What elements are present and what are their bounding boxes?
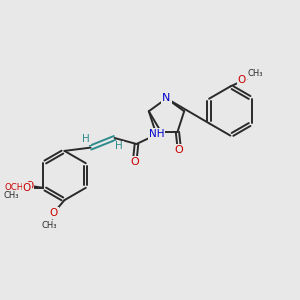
- Text: O: O: [50, 208, 58, 218]
- Text: O: O: [25, 181, 33, 191]
- Text: O: O: [130, 157, 140, 167]
- Text: CH₃: CH₃: [248, 69, 263, 78]
- Text: O: O: [22, 183, 31, 193]
- Text: CH₃: CH₃: [42, 221, 57, 230]
- Text: H: H: [82, 134, 90, 144]
- Text: OCH₃: OCH₃: [5, 183, 28, 192]
- Text: CH₃: CH₃: [4, 191, 20, 200]
- Text: O: O: [238, 75, 246, 85]
- Text: O: O: [175, 145, 183, 155]
- Text: N: N: [162, 93, 171, 103]
- Text: H: H: [115, 141, 123, 152]
- Text: NH: NH: [149, 129, 165, 139]
